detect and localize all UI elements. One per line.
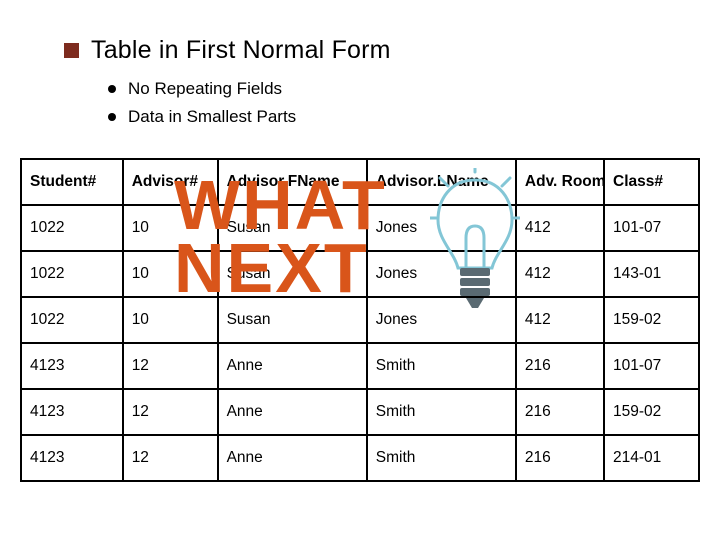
table-cell: Smith <box>367 389 516 435</box>
bullet-row: No Repeating Fields <box>108 79 684 99</box>
table-cell: 143-01 <box>604 251 699 297</box>
table-cell: Susan <box>218 205 367 251</box>
table-cell: 412 <box>516 251 604 297</box>
table-header-row: Student# Advisor# Advisor.FName Advisor.… <box>21 159 699 205</box>
table-cell: Anne <box>218 389 367 435</box>
table-cell: 216 <box>516 343 604 389</box>
data-table: Student# Advisor# Advisor.FName Advisor.… <box>20 158 700 482</box>
table-cell: 12 <box>123 389 218 435</box>
table-cell: 1022 <box>21 205 123 251</box>
table-cell: 159-02 <box>604 297 699 343</box>
table-cell: 412 <box>516 297 604 343</box>
title-row: Table in First Normal Form <box>64 36 684 65</box>
table-cell: 101-07 <box>604 205 699 251</box>
table-cell: 4123 <box>21 435 123 481</box>
dot-bullet-icon <box>108 85 116 93</box>
table-cell: 12 <box>123 343 218 389</box>
table-row: 102210SusanJones412143-01 <box>21 251 699 297</box>
table-cell: Jones <box>367 205 516 251</box>
table-cell: 1022 <box>21 297 123 343</box>
table-cell: 10 <box>123 297 218 343</box>
bullet-1: No Repeating Fields <box>128 79 282 99</box>
table-row: 412312AnneSmith216214-01 <box>21 435 699 481</box>
table-cell: Smith <box>367 435 516 481</box>
table-row: 412312AnneSmith216159-02 <box>21 389 699 435</box>
col-header: Advisor# <box>123 159 218 205</box>
table-row: 102210SusanJones412159-02 <box>21 297 699 343</box>
table-cell: 214-01 <box>604 435 699 481</box>
table-cell: 216 <box>516 389 604 435</box>
col-header: Adv. Room <box>516 159 604 205</box>
table-cell: Smith <box>367 343 516 389</box>
table-cell: Anne <box>218 343 367 389</box>
table-cell: Susan <box>218 297 367 343</box>
slide-title: Table in First Normal Form <box>91 36 391 65</box>
table-cell: 1022 <box>21 251 123 297</box>
data-table-container: Student# Advisor# Advisor.FName Advisor.… <box>20 158 700 482</box>
square-bullet-icon <box>64 43 79 58</box>
col-header: Class# <box>604 159 699 205</box>
table-cell: 4123 <box>21 343 123 389</box>
dot-bullet-icon <box>108 113 116 121</box>
table-row: 102210SusanJones412101-07 <box>21 205 699 251</box>
table-cell: 10 <box>123 251 218 297</box>
table-cell: 10 <box>123 205 218 251</box>
col-header: Advisor.LName <box>367 159 516 205</box>
table-row: 412312AnneSmith216101-07 <box>21 343 699 389</box>
table-cell: Susan <box>218 251 367 297</box>
table-cell: 159-02 <box>604 389 699 435</box>
bullet-2: Data in Smallest Parts <box>128 107 296 127</box>
table-cell: 412 <box>516 205 604 251</box>
table-cell: 216 <box>516 435 604 481</box>
table-cell: Jones <box>367 297 516 343</box>
table-cell: 4123 <box>21 389 123 435</box>
col-header: Student# <box>21 159 123 205</box>
table-cell: 12 <box>123 435 218 481</box>
col-header: Advisor.FName <box>218 159 367 205</box>
bullet-row: Data in Smallest Parts <box>108 107 684 127</box>
table-cell: Jones <box>367 251 516 297</box>
table-cell: Anne <box>218 435 367 481</box>
table-cell: 101-07 <box>604 343 699 389</box>
